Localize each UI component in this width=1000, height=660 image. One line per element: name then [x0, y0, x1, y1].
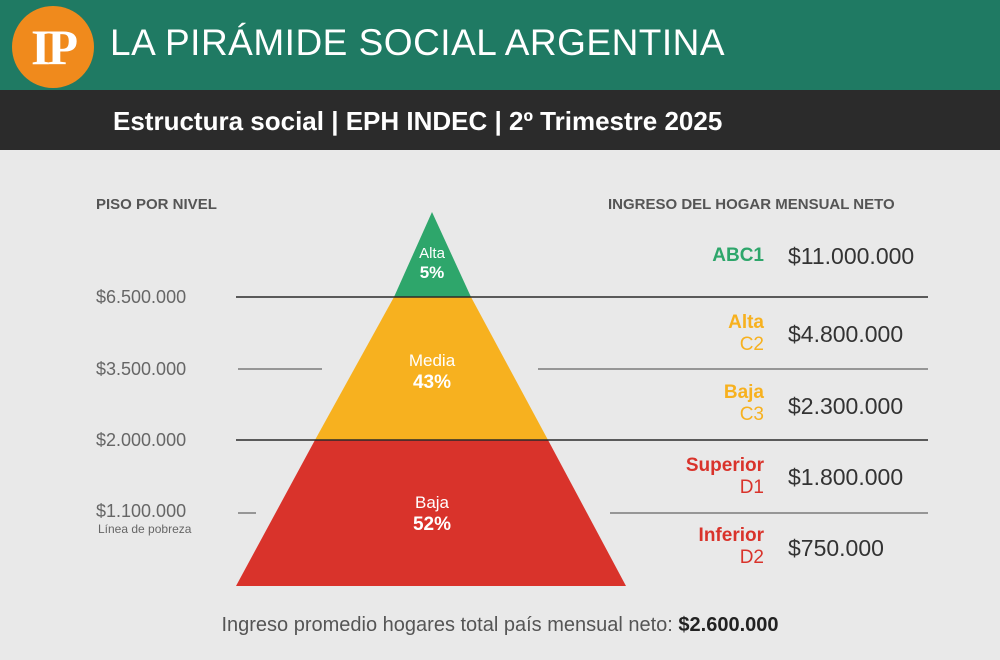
class-name-superior: Superior [685, 455, 764, 476]
footer-value: $2.600.000 [678, 614, 779, 636]
tier-value-media: 43% [413, 372, 451, 393]
income-d2: $750.000 [788, 535, 884, 561]
right-axis-header: INGRESO DEL HOGAR MENSUAL NETO [608, 196, 895, 213]
pyramid-tier-alta [394, 212, 471, 297]
tier-label-media: Media [409, 351, 456, 370]
left-axis-header: PISO POR NIVEL [96, 196, 217, 213]
page-title: LA PIRÁMIDE SOCIAL ARGENTINA [110, 22, 726, 63]
ip-logo: IP [12, 6, 94, 88]
income-c2: $4.800.000 [788, 321, 904, 347]
tier-value-baja: 52% [413, 514, 451, 535]
pyramid-tier-baja [236, 440, 626, 586]
tier-value-alta: 5% [420, 263, 445, 282]
class-name-abc1: ABC1 [712, 245, 764, 266]
income-d1: $1.800.000 [788, 464, 904, 490]
class-name-alta: Alta [728, 312, 764, 333]
class-name-baja: Baja [723, 382, 764, 403]
poverty-line-label: Línea de pobreza [98, 522, 192, 536]
class-code-d2: D2 [739, 547, 764, 568]
header-bar [0, 0, 1000, 90]
class-code-c2: C2 [739, 334, 764, 355]
footer-average-income: Ingreso promedio hogares total país mens… [0, 614, 1000, 637]
class-name-inferior: Inferior [698, 525, 764, 546]
subtitle-bar [0, 90, 1000, 150]
threshold-label-2000000: $2.000.000 [96, 430, 187, 450]
threshold-label-1100000: $1.100.000 [96, 501, 187, 521]
threshold-label-6500000: $6.500.000 [96, 287, 187, 307]
footer-label: Ingreso promedio hogares total país mens… [221, 614, 673, 636]
income-abc1: $11.000.000 [788, 243, 915, 269]
threshold-label-3500000: $3.500.000 [96, 359, 187, 379]
pyramid-tier-media [315, 297, 548, 440]
class-code-d1: D1 [739, 477, 764, 498]
income-c3: $2.300.000 [788, 393, 904, 419]
tier-label-baja: Baja [415, 493, 450, 512]
tier-label-alta: Alta [419, 245, 446, 262]
class-code-c3: C3 [739, 404, 764, 425]
subtitle: Estructura social | EPH INDEC | 2º Trime… [113, 106, 723, 136]
